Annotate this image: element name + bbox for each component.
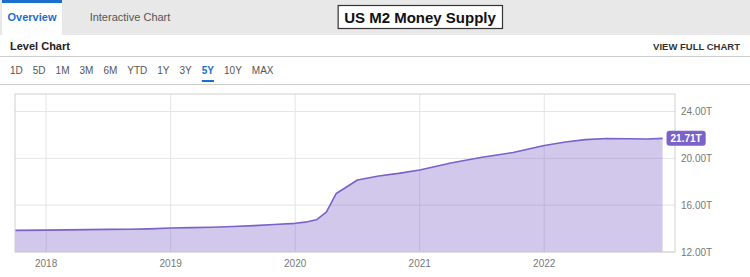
- active-tab-border: [2, 0, 62, 3]
- y-tick-label: 12.00T: [681, 247, 712, 258]
- time-button: YTD: [127, 65, 147, 76]
- grid-line: [15, 111, 675, 112]
- x-tick-label: 2018: [35, 258, 58, 269]
- time-button: MAX: [252, 65, 274, 76]
- area-fill: [15, 138, 663, 252]
- y-tick-label: 20.00T: [681, 153, 712, 164]
- time-button: 10Y: [224, 65, 242, 76]
- time-button: 3M: [80, 65, 94, 76]
- y-tick-label: 16.00T: [681, 200, 712, 211]
- active-underline: [202, 80, 214, 82]
- button-bar: [0, 57, 750, 85]
- active-tab: [2, 0, 62, 35]
- time-button: 6M: [103, 65, 117, 76]
- time-button: 1Y: [157, 65, 170, 76]
- annotation-box: [667, 131, 706, 146]
- grid-line: [46, 94, 47, 252]
- annotation: 21.71T: [671, 133, 702, 144]
- title: US M2 Money Supply: [344, 9, 496, 26]
- time-button: 5Y: [202, 65, 215, 76]
- divider: [0, 84, 750, 85]
- link: VIEW FULL CHART: [653, 41, 740, 52]
- plot-background: [0, 85, 750, 277]
- time-button: 5D: [33, 65, 46, 76]
- x-tick-label: 2021: [409, 258, 432, 269]
- plot-frame: [15, 94, 675, 252]
- x-tick-label: 2022: [533, 258, 556, 269]
- x-tick-label: 2020: [284, 258, 307, 269]
- y-tick-label: 24.00T: [681, 106, 712, 117]
- time-button: 1D: [10, 65, 23, 76]
- subtitle: Level Chart: [10, 40, 70, 52]
- chart: Overview Interactive Chart US M2 Money Sup…: [0, 0, 750, 277]
- header: [0, 0, 750, 35]
- plot-marks: [15, 138, 663, 252]
- divider: [0, 56, 750, 57]
- tab: Interactive Chart: [90, 11, 171, 23]
- time-button: 1M: [56, 65, 70, 76]
- subtitle-bar: [0, 35, 750, 57]
- x-tick-label: 2019: [160, 258, 183, 269]
- time-button: 3Y: [180, 65, 193, 76]
- area-line: [15, 138, 663, 230]
- title-box: [338, 6, 502, 29]
- tab: Overview: [8, 11, 57, 23]
